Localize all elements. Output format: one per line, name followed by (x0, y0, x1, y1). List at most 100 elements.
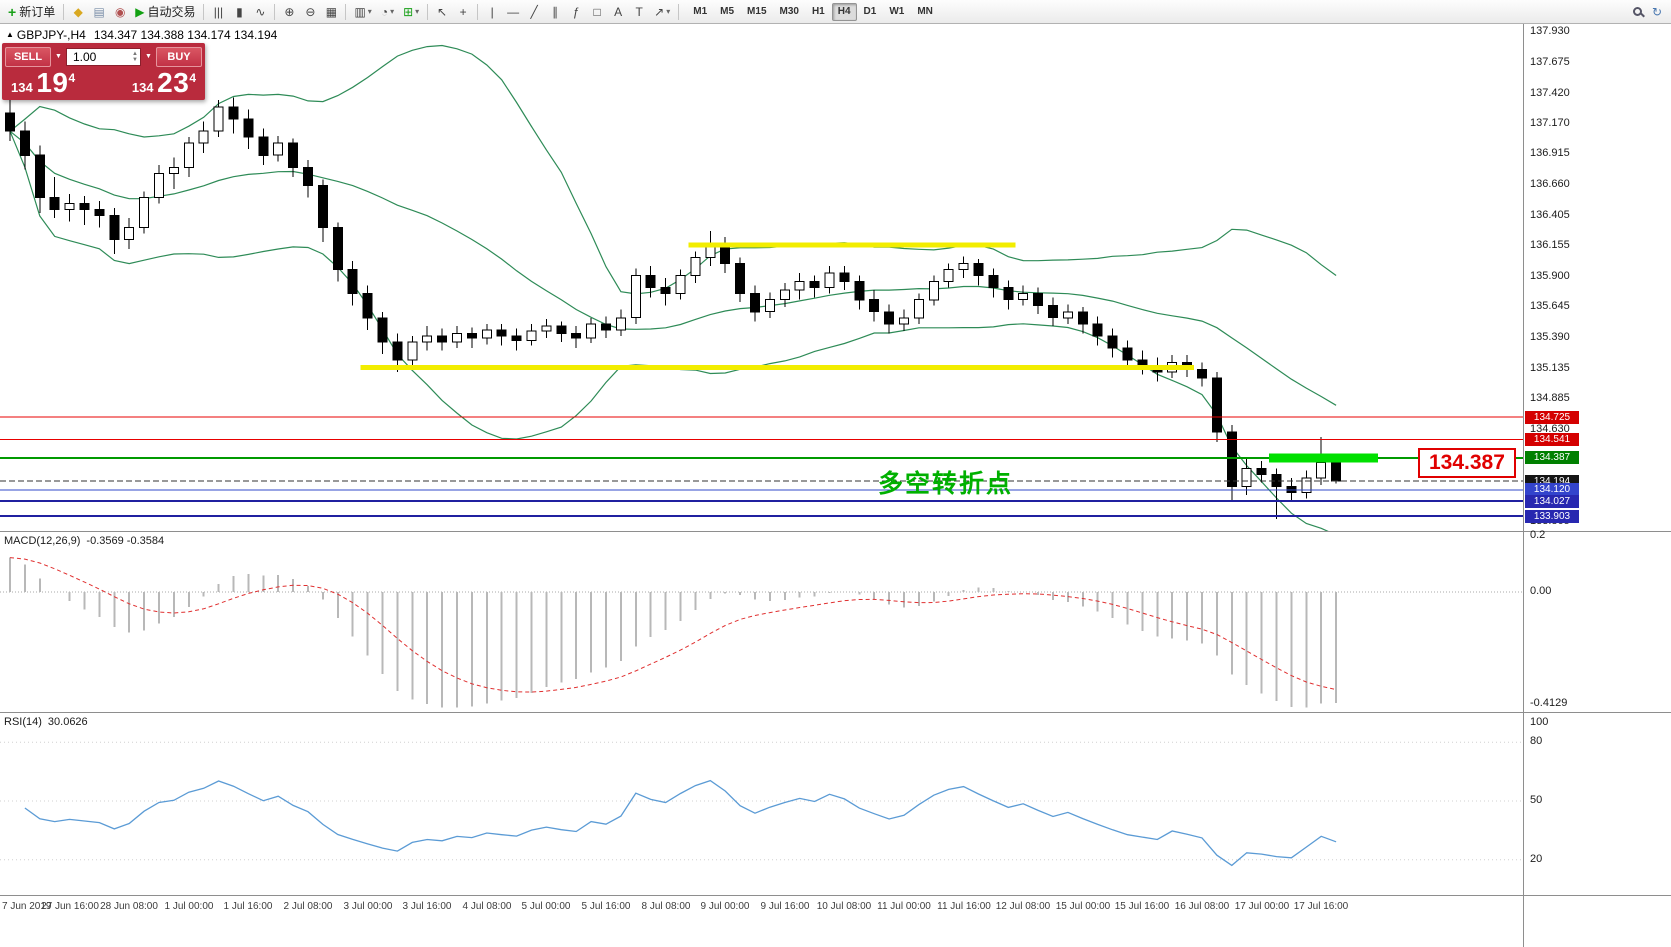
timeframe-button-M30[interactable]: M30 (779, 6, 799, 17)
spin-up-icon[interactable]: ▲ (132, 50, 138, 57)
time-axis-label: 28 Jun 08:00 (100, 901, 158, 912)
timeframe-button-M5[interactable]: M5 (720, 6, 735, 17)
macd-histogram (9, 557, 1338, 708)
sep7 (678, 3, 680, 20)
volume-input[interactable]: 1.00 ▲ ▼ (66, 47, 141, 66)
volume-value: 1.00 (73, 49, 97, 64)
zoom-in-button[interactable]: ⊕ (284, 4, 295, 19)
time-axis-label: 9 Jul 00:00 (700, 901, 750, 912)
price-tick: 137.675 (1530, 56, 1570, 68)
rsi-chart-svg[interactable] (0, 713, 1523, 895)
rsi-scale-label: 80 (1530, 735, 1543, 747)
rsi-panel: RSI(14) 30.0626 (0, 712, 1671, 895)
time-axis-label: 5 Jul 00:00 (521, 901, 571, 912)
time-axis[interactable]: 7 Jun 2019 27 Jun 16:00 28 Jun 08:00 1 Jul … (0, 895, 1671, 922)
timeframe-button-M1[interactable]: M1 (693, 6, 708, 17)
timeframe-button-M15[interactable]: M15 (747, 6, 767, 17)
new-order-button[interactable]: + 新订单 (8, 3, 56, 20)
sell-button[interactable]: SELL (5, 46, 51, 67)
horizontal-lines[interactable] (0, 242, 1523, 518)
toolbar-right-buttons: ↻ (1627, 2, 1667, 22)
sell-price[interactable]: 134 194 (11, 67, 76, 98)
price-tick: 134.885 (1530, 392, 1570, 404)
label-button[interactable]: T (635, 4, 643, 19)
price-tick: 135.390 (1530, 331, 1570, 343)
sell-caret-icon[interactable]: ▼ (55, 53, 62, 60)
line-chart-button[interactable]: ∿ (255, 4, 266, 19)
navigator-button[interactable]: ◉ (114, 4, 126, 19)
new-chart-button[interactable]: ▥ ▾ (354, 4, 372, 19)
time-axis-label: 3 Jul 16:00 (402, 901, 452, 912)
time-axis-label: 9 Jul 16:00 (760, 901, 810, 912)
text-button[interactable]: A (614, 4, 623, 19)
profiles-button[interactable]: ◔ ▾ (380, 4, 395, 19)
spin-down-icon[interactable]: ▼ (132, 56, 138, 63)
price-chart-svg[interactable] (0, 24, 1523, 531)
price-tick: 135.135 (1530, 362, 1570, 374)
rsi-label: RSI(14) 30.0626 (4, 716, 88, 728)
buy-caret-icon[interactable]: ▼ (145, 53, 152, 60)
data-window-button[interactable]: ▤ (93, 4, 105, 19)
price-badge: 134.027 (1525, 495, 1579, 508)
price-tick: 135.645 (1530, 300, 1570, 312)
time-axis-label: 3 Jul 00:00 (343, 901, 393, 912)
sep2 (203, 3, 205, 20)
trendline-button[interactable]: ╱ (530, 4, 538, 19)
timeframe-button-H4[interactable]: H4 (831, 2, 857, 21)
fibonacci-button[interactable]: ƒ (572, 4, 580, 19)
vertical-line-button[interactable]: | (490, 4, 494, 19)
macd-chart-svg[interactable] (0, 532, 1523, 712)
one-click-trading-panel: SELL ▼ 1.00 ▲ ▼ ▼ BUY 134 194 134 234 (2, 43, 205, 100)
price-scale[interactable]: 137.930 137.675 137.420 137.170 136.915 136.6… (1523, 24, 1671, 947)
chart-annotation-text: 多空转折点 (878, 470, 1014, 498)
price-tick: 137.930 (1530, 25, 1570, 37)
price-callout-label: 134.387 (1418, 448, 1516, 478)
time-axis-label: 10 Jul 08:00 (816, 901, 872, 912)
macd-signal-line (9, 557, 1337, 693)
shapes-button[interactable]: □ (593, 4, 601, 19)
time-axis-label: 27 Jun 16:00 (41, 901, 99, 912)
price-badge: 134.120 (1525, 483, 1579, 496)
community-button[interactable]: ↻ (1651, 4, 1663, 19)
volume-spinner[interactable]: ▲ ▼ (132, 51, 138, 63)
sep5 (427, 3, 429, 20)
macd-scale-label: 0.00 (1530, 585, 1552, 597)
time-axis-label: 4 Jul 08:00 (462, 901, 512, 912)
price-badge: 133.903 (1525, 510, 1579, 523)
price-tick: 137.420 (1530, 87, 1570, 99)
channel-button[interactable]: ∥ (552, 4, 559, 19)
time-axis-label: 17 Jul 16:00 (1293, 901, 1349, 912)
buy-price[interactable]: 134 234 (131, 67, 196, 98)
indicators-button[interactable]: ⊞ ▾ (403, 4, 420, 19)
time-axis-label: 1 Jul 16:00 (223, 901, 273, 912)
rsi-line (24, 779, 1337, 867)
main-toolbar: + 新订单 ◆ ▤ ◉ ▶ 自动交易 ||| ▮ ∿ ⊕ ⊖ ▦ ▥ ▾ ◔ ▾ ⊞ ▾ ↖ + | — ╱ ∥ ƒ □ A T ↗ ▾ M… (0, 0, 1671, 24)
timeframe-button-W1[interactable]: W1 (889, 6, 905, 17)
timeframe-button-D1[interactable]: D1 (863, 6, 877, 17)
time-axis-label: 16 Jul 08:00 (1174, 901, 1230, 912)
symbol-name: GBPJPY-,H4 (16, 28, 86, 42)
sep1 (63, 3, 65, 20)
autotrading-button[interactable]: ▶ 自动交易 (135, 4, 196, 19)
time-axis-label: 11 Jul 00:00 (877, 901, 931, 912)
timeframe-button-H1[interactable]: H1 (811, 6, 825, 17)
macd-panel: MACD(12,26,9) -0.3569 -0.3584 (0, 531, 1671, 712)
search-button[interactable] (1627, 2, 1647, 22)
candles (5, 92, 1342, 519)
tile-windows-button[interactable]: ▦ (325, 4, 338, 19)
horizontal-line-button[interactable]: — (507, 4, 520, 19)
price-tick: 136.660 (1530, 178, 1570, 190)
chart-window: ▲ GBPJPY-,H4 134.347 134.388 134.174 134.1… (0, 24, 1671, 947)
marketwatch-button[interactable]: ◆ (73, 4, 83, 19)
candles-chart-button[interactable]: ▮ (236, 4, 243, 19)
crosshair-button[interactable]: + (459, 4, 467, 19)
time-axis-label: 2 Jul 08:00 (283, 901, 333, 912)
arrows-button[interactable]: ↗ ▾ (654, 4, 671, 19)
timeframe-button-MN[interactable]: MN (917, 6, 933, 17)
cursor-button[interactable]: ↖ (437, 4, 448, 19)
zoom-out-button[interactable]: ⊖ (305, 4, 316, 19)
price-tick: 136.405 (1530, 209, 1570, 221)
bars-chart-button[interactable]: ||| (213, 4, 224, 19)
highlight-segment[interactable] (1269, 453, 1378, 463)
buy-button[interactable]: BUY (156, 46, 202, 67)
